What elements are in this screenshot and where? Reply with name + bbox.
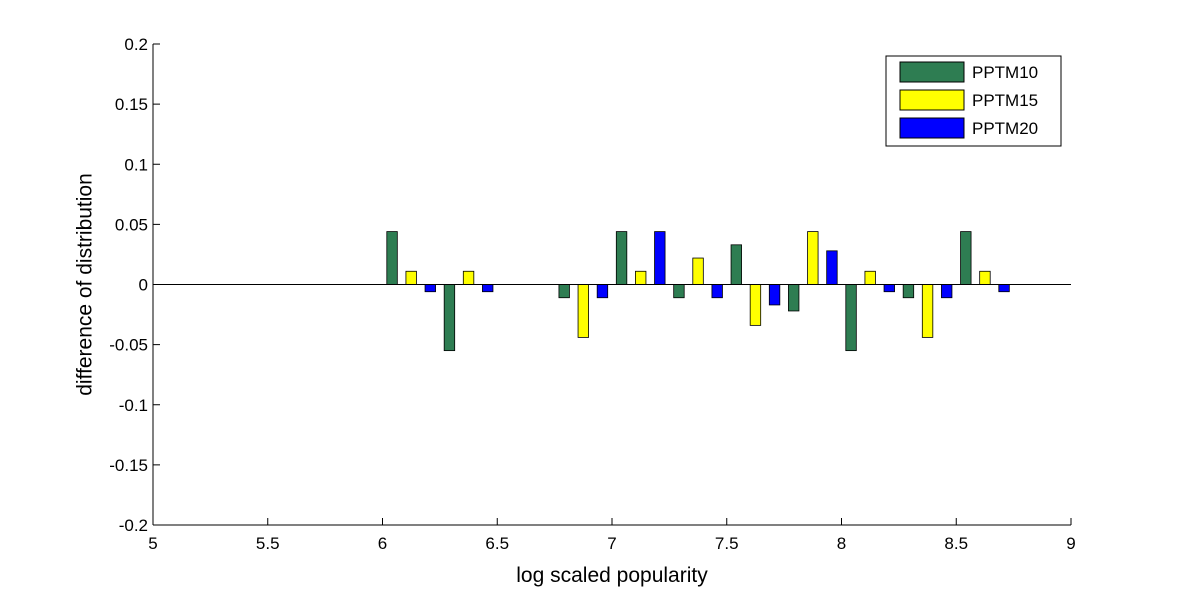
y-axis-title: difference of distribution: [73, 173, 96, 396]
bar-pptm10: [443, 284, 456, 352]
bar-pptm20: [424, 284, 436, 293]
bar-pptm20: [596, 284, 609, 299]
bar-pptm15: [405, 270, 417, 285]
bar-pptm10: [558, 284, 570, 299]
x-tick-label: 6: [378, 534, 387, 553]
legend: PPTM10 PPTM15 PPTM20: [885, 55, 1062, 147]
bar-pptm10: [615, 231, 628, 285]
y-tick-label: 0.1: [124, 155, 148, 174]
ticks-group: 5 5.5 6 6.5 7 7.5 8 8.5 9 0.2 0.15 0.1 0.05 0 -0.05 -0.…: [109, 35, 1075, 553]
legend-label: PPTM20: [972, 119, 1038, 138]
x-tick-label: 7: [607, 534, 616, 553]
y-tick-label: 0.15: [115, 95, 148, 114]
legend-label: PPTM15: [972, 91, 1038, 110]
y-tick-label: -0.15: [109, 456, 148, 475]
x-tick-label: 8.5: [944, 534, 968, 553]
bar-pptm15: [577, 284, 589, 338]
bar-pptm15: [864, 270, 876, 285]
y-tick-label: -0.1: [119, 396, 148, 415]
bar-pptm15: [692, 257, 704, 285]
bar-pptm15: [749, 284, 762, 326]
legend-swatch: [899, 117, 965, 139]
y-tick-label: -0.05: [109, 336, 148, 355]
bar-pptm15: [462, 270, 475, 285]
bar-pptm10: [673, 284, 685, 299]
y-tick-label: 0: [139, 276, 148, 295]
bar-pptm20: [482, 284, 494, 293]
bar-pptm20: [654, 231, 666, 285]
bar-pptm20: [711, 284, 723, 299]
bar-pptm20: [883, 284, 895, 293]
bar-pptm15: [979, 270, 991, 285]
bar-pptm20: [826, 250, 838, 285]
bar-pptm15: [921, 284, 934, 338]
bar-pptm20: [941, 284, 953, 299]
legend-swatch: [899, 61, 965, 83]
bar-pptm10: [788, 284, 800, 312]
bar-pptm15: [635, 270, 647, 285]
legend-swatch: [899, 89, 965, 111]
y-tick-label: -0.2: [119, 516, 148, 535]
y-tick-label: 0.05: [115, 215, 148, 234]
bar-pptm10: [845, 284, 857, 352]
bar-pptm10: [902, 284, 915, 299]
x-tick-label: 8: [837, 534, 846, 553]
x-tick-label: 7.5: [715, 534, 739, 553]
x-tick-label: 9: [1066, 534, 1075, 553]
bar-pptm10: [730, 244, 742, 285]
bar-pptm10: [386, 231, 398, 285]
x-axis-title: log scaled popularity: [516, 564, 708, 587]
x-tick-label: 6.5: [485, 534, 509, 553]
legend-label: PPTM10: [972, 63, 1038, 82]
bar-pptm15: [807, 231, 819, 285]
bar-pptm20: [998, 284, 1010, 293]
bar-pptm10: [960, 231, 972, 285]
x-tick-label: 5: [148, 534, 157, 553]
bar-pptm20: [768, 284, 781, 306]
y-tick-label: 0.2: [124, 35, 148, 54]
x-tick-label: 5.5: [256, 534, 280, 553]
